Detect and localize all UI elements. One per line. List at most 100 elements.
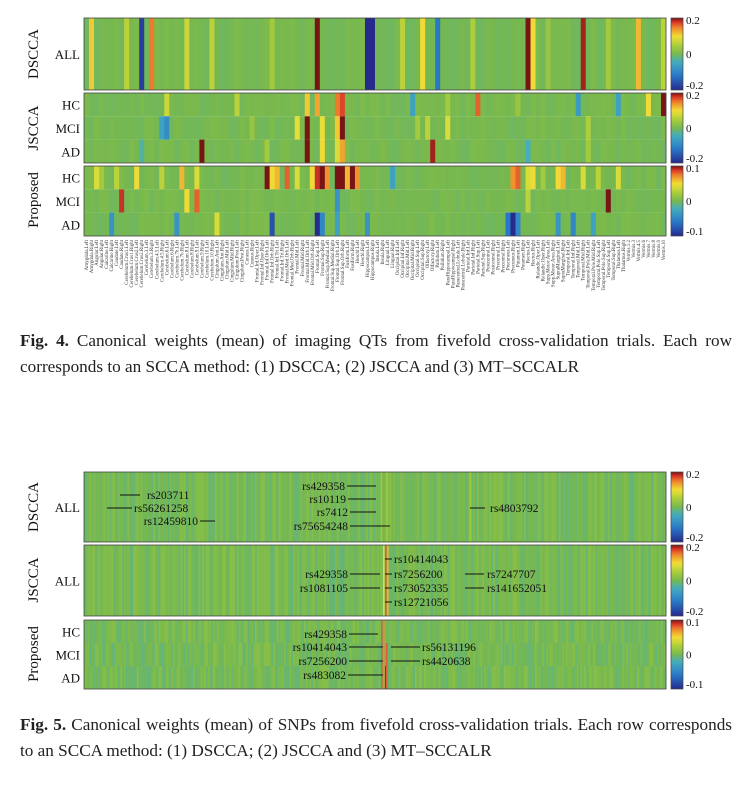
fig5-cell	[455, 620, 458, 643]
fig5-cell	[464, 620, 467, 643]
fig5-cell	[264, 643, 267, 666]
fig4-cell	[655, 93, 662, 117]
fig4-cell	[390, 139, 396, 163]
fig5-method-label-dscca: DSCCA	[26, 482, 42, 532]
fig5-cell	[154, 666, 158, 689]
fig5-snp-label: rs7412	[317, 507, 349, 519]
fig5-cell	[445, 472, 449, 542]
fig5-cell	[111, 666, 114, 689]
fig4-cell	[184, 189, 190, 213]
fig4-tick-label: Vermis.9	[657, 240, 662, 258]
fig4-cell	[570, 166, 577, 190]
fig5-snp-label: rs56261258	[134, 503, 189, 515]
fig4-cell	[570, 93, 577, 117]
fig4-cell	[550, 212, 556, 236]
fig5-cell	[440, 545, 443, 616]
fig5-cell	[220, 620, 223, 643]
fig5-cell	[405, 472, 409, 542]
fig4-cell	[630, 139, 637, 163]
fig5-cell	[131, 545, 134, 616]
fig4-cell	[590, 189, 597, 213]
fig4-cell	[570, 116, 577, 140]
fig4-cell	[169, 212, 175, 236]
fig5-snp-label: rs10414043	[394, 554, 449, 566]
fig5-cell	[436, 620, 439, 643]
fig5-caption-text: Canonical weights (mean) of SNPs from fi…	[20, 715, 732, 760]
fig5-cell	[198, 643, 201, 666]
fig5-snp-label: rs1081105	[300, 583, 348, 595]
fig4-cell	[84, 166, 90, 190]
fig5-cell	[187, 545, 190, 616]
fig5-cell	[233, 643, 236, 666]
fig4-cell	[294, 18, 301, 90]
fig5-cell	[455, 472, 458, 542]
fig4-cell	[244, 212, 250, 236]
fig5-cell	[531, 666, 534, 689]
fig4-cell	[455, 189, 461, 213]
fig5-cell	[91, 472, 94, 542]
fig5-cell	[475, 545, 478, 616]
fig5-cell	[309, 472, 312, 542]
fig5-cell	[487, 472, 490, 542]
fig4-cell	[304, 212, 311, 236]
fig5-cell	[405, 545, 409, 616]
fig5-cell	[575, 666, 578, 689]
fig5-cell	[220, 666, 223, 689]
fig5-cell	[531, 472, 534, 542]
fig5-cell	[429, 643, 432, 666]
fig5-cell	[249, 643, 252, 666]
fig5-cell	[451, 643, 454, 666]
fig4-cell	[349, 212, 356, 236]
fig4-cell	[234, 189, 240, 213]
fig5-cell	[605, 620, 609, 643]
fig5-cell	[415, 620, 418, 643]
fig4-cell	[530, 18, 536, 90]
fig5-cell	[447, 545, 450, 616]
fig5-cell	[407, 472, 410, 542]
fig5-cell	[102, 472, 105, 542]
fig4-cell	[239, 18, 245, 90]
fig5-cell	[636, 643, 640, 666]
fig5-cell	[662, 545, 665, 616]
fig5-cell	[365, 666, 369, 689]
fig5-cell	[360, 666, 363, 689]
fig5-cell	[327, 472, 330, 542]
fig4-cell	[89, 212, 95, 236]
fig4-cell	[405, 139, 411, 163]
fig5-cell	[144, 643, 147, 666]
fig4-cell	[204, 166, 210, 190]
fig5-cell	[613, 620, 616, 643]
fig5-cell	[438, 666, 441, 689]
fig5-cell	[440, 472, 443, 542]
fig5-cell	[631, 620, 634, 643]
fig5-cell	[535, 472, 538, 542]
fig5-cell	[244, 643, 247, 666]
fig5-cell	[324, 472, 327, 542]
fig4-cell	[435, 166, 441, 190]
fig5-cell	[536, 666, 539, 689]
fig4-cell	[254, 139, 260, 163]
fig5-row-label-hc: HC	[62, 625, 80, 640]
fig4-cell	[259, 139, 265, 163]
fig5-cell	[371, 545, 374, 616]
fig5-cell	[245, 620, 248, 643]
fig4-cell	[455, 93, 461, 117]
fig5-cell	[120, 643, 123, 666]
fig5-cell	[458, 472, 461, 542]
fig5-cell	[515, 472, 518, 542]
fig5-cell	[593, 472, 596, 542]
fig4-cell	[299, 116, 306, 140]
fig5-cell	[284, 643, 287, 666]
fig4-cell	[475, 93, 481, 117]
fig4-cell	[520, 212, 526, 236]
fig4-cell	[144, 189, 150, 213]
fig5-cell	[238, 643, 241, 666]
fig5-cell	[600, 620, 603, 643]
fig5-cell	[327, 666, 330, 689]
fig4-cell	[189, 212, 195, 236]
fig5-cell	[305, 545, 309, 616]
fig5-cell	[196, 620, 199, 643]
fig5-cell	[167, 666, 170, 689]
fig5-cell	[564, 620, 567, 643]
fig4-cell	[179, 212, 185, 236]
